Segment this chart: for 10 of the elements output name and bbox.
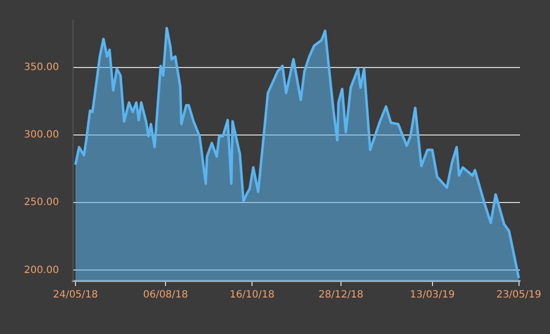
x-tick-label: 28/12/18	[318, 290, 364, 301]
x-tick-label: 16/10/18	[230, 290, 274, 301]
x-tick-label: 24/05/18	[52, 290, 98, 301]
y-tick-label: 350.00	[24, 62, 59, 73]
x-tick-label: 23/05/19	[496, 290, 542, 301]
x-tick-label: 13/03/19	[410, 290, 455, 301]
y-tick-label: 200.00	[24, 264, 59, 276]
x-tick-label: 06/08/18	[143, 290, 188, 301]
y-tick-label: 300.00	[24, 130, 59, 141]
y-tick-label: 250.00	[24, 197, 59, 208]
